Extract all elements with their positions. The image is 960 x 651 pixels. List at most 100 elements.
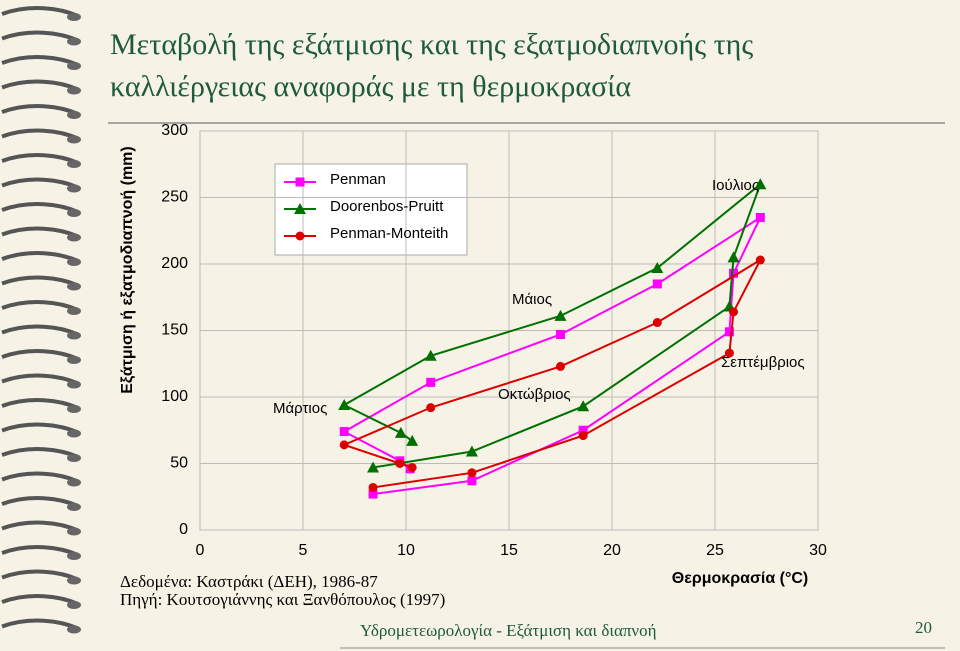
ring — [1, 496, 79, 508]
marker — [755, 255, 765, 265]
marker — [729, 307, 739, 317]
marker — [394, 426, 407, 438]
legend-marker — [294, 203, 306, 214]
legend-label: Penman-Monteith — [330, 225, 448, 242]
ring-hole — [67, 209, 81, 217]
ring-hole — [67, 576, 81, 585]
marker — [426, 403, 436, 413]
y-tick-label: 300 — [161, 122, 188, 139]
marker — [338, 398, 351, 410]
y-tick-label: 50 — [170, 455, 188, 472]
ring-hole — [67, 478, 81, 487]
y-tick-label: 200 — [161, 255, 188, 272]
binding — [1, 6, 81, 634]
legend-marker — [295, 231, 305, 241]
y-tick-label: 100 — [161, 388, 188, 405]
legend-label: Penman — [330, 171, 386, 188]
ring-hole — [67, 454, 81, 462]
ring — [1, 55, 79, 67]
x-tick-label: 15 — [500, 542, 518, 559]
ring — [1, 324, 79, 337]
marker — [426, 377, 436, 387]
ring-hole — [67, 86, 81, 95]
marker — [424, 349, 437, 361]
marker — [467, 476, 477, 486]
ring — [1, 398, 79, 410]
series-line — [342, 214, 763, 496]
marker — [724, 327, 734, 337]
ring — [1, 422, 79, 435]
ring — [1, 153, 79, 165]
annotation: Μάρτιος — [273, 400, 327, 417]
ring-hole — [67, 62, 81, 70]
marker — [556, 329, 565, 339]
x-tick-label: 10 — [397, 542, 415, 559]
marker — [368, 482, 378, 492]
ring — [1, 349, 79, 361]
marker — [339, 440, 349, 450]
page-number: 20 — [915, 618, 932, 637]
ring — [1, 373, 79, 386]
ring-hole — [67, 601, 81, 609]
x-tick-label: 20 — [603, 542, 621, 559]
ring-hole — [67, 307, 81, 315]
ring-hole — [67, 429, 81, 438]
annotation: Ιούλιος — [712, 177, 759, 194]
marker — [651, 261, 664, 273]
series-line — [341, 257, 763, 489]
marker — [578, 431, 588, 441]
ring-hole — [67, 331, 81, 340]
x-tick-label: 30 — [809, 542, 827, 559]
ring — [1, 128, 79, 141]
y-tick-label: 0 — [179, 521, 188, 538]
series-line — [342, 181, 763, 469]
footer: Υδρομετεωρολογία - Εξάτμιση και διαπνοή — [360, 621, 657, 640]
ring — [1, 226, 79, 239]
ring — [1, 447, 79, 459]
marker — [727, 251, 740, 263]
x-tick-label: 25 — [706, 542, 724, 559]
ring — [1, 300, 79, 312]
ring — [1, 79, 79, 92]
title: Μεταβολή της εξάτμισης και της εξατμοδια… — [110, 28, 753, 103]
marker — [729, 268, 739, 278]
ring-hole — [67, 405, 81, 413]
ring-hole — [67, 184, 81, 193]
ring — [1, 569, 79, 582]
marker — [367, 461, 380, 473]
ring — [1, 104, 79, 116]
ring — [1, 545, 79, 557]
marker — [554, 309, 567, 321]
marker — [465, 445, 478, 457]
ring — [1, 177, 79, 190]
ring — [1, 6, 79, 18]
ring-hole — [67, 380, 81, 389]
ring-hole — [67, 503, 81, 511]
ring — [1, 594, 79, 606]
marker — [755, 212, 765, 222]
ring — [1, 30, 79, 43]
marker — [578, 425, 588, 435]
legend-label: Doorenbos-Pruitt — [330, 198, 444, 215]
ring — [1, 251, 79, 263]
ring-hole — [67, 552, 81, 560]
ring-hole — [67, 625, 81, 634]
y-axis-label: Εξάτμιση ή εξατμοδιαπνοή (mm) — [119, 146, 136, 394]
ring-hole — [67, 135, 81, 144]
ring — [1, 275, 79, 288]
x-tick-label: 5 — [299, 542, 308, 559]
ring-hole — [67, 37, 81, 46]
annotation: Μάιος — [512, 291, 552, 308]
ring-hole — [67, 282, 81, 291]
marker — [724, 348, 734, 358]
annotation: Οκτώβριος — [498, 386, 571, 403]
ring — [1, 202, 79, 214]
marker — [406, 434, 419, 446]
y-tick-label: 150 — [161, 322, 188, 339]
ring-hole — [67, 233, 81, 242]
ring — [1, 471, 79, 484]
ring — [1, 520, 79, 533]
ring — [1, 618, 79, 631]
